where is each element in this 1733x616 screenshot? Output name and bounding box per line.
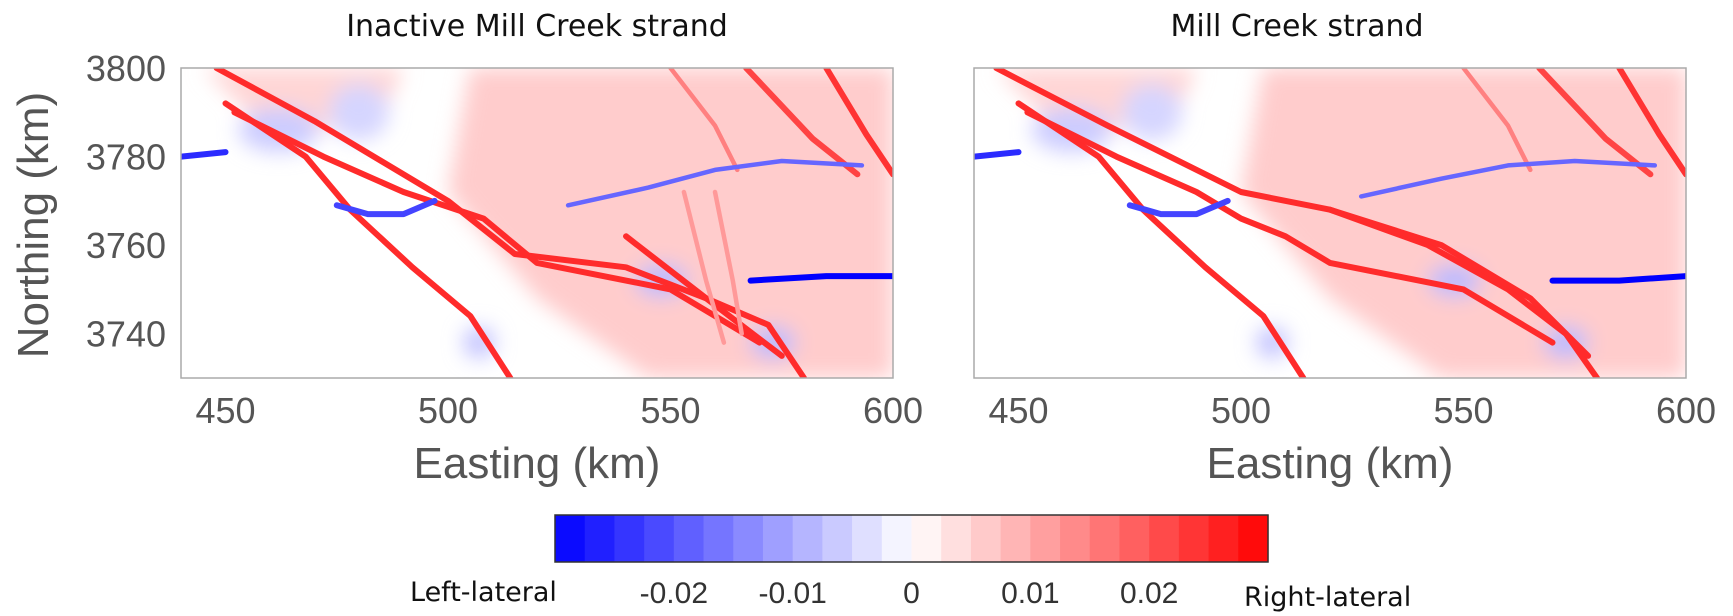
colorbar-tick-label: -0.02: [640, 577, 708, 610]
background-wash-negative: [238, 108, 319, 152]
x-tick-label: 600: [1656, 390, 1716, 431]
fault-trace-9: [1126, 197, 1231, 218]
colorbar-tick-label: 0.01: [1001, 577, 1059, 610]
y-tick-labels: 3800 3780 3760 3740: [86, 48, 166, 355]
fault-trace-7: [1461, 68, 1533, 173]
fault-traces: [181, 68, 893, 378]
colorbar-tick-label: 0.02: [1120, 577, 1178, 610]
colorbar-cell: [1119, 515, 1150, 562]
fault-trace-8: [681, 189, 727, 345]
y-axis-label: Northing (km): [9, 92, 58, 359]
colorbar-frame: [554, 514, 1269, 563]
x-tick-label: 550: [640, 390, 700, 431]
background-wash-positive: [448, 68, 893, 378]
x-tick-label: 500: [418, 390, 478, 431]
fault-traces: [974, 68, 1686, 378]
y-tick-label: 3800: [86, 48, 166, 89]
colorbar-cell: [1000, 515, 1031, 562]
x-tick-labels: 450 500 550 600: [195, 390, 923, 431]
colorbar-cell: [733, 515, 764, 562]
fault-trace-7: [668, 68, 740, 173]
panel-title-inactive: Inactive Mill Creek strand: [346, 9, 728, 44]
fault-trace-11: [333, 197, 438, 218]
colorbar-cell: [555, 515, 586, 562]
colorbar-tick-labels: -0.02 -0.01 0 0.01 0.02: [640, 577, 1179, 610]
x-tick-label: 550: [1433, 390, 1493, 431]
background-wash-negative: [463, 326, 496, 359]
plot-frame: [180, 67, 894, 379]
heatmap-area-inactive: [181, 68, 893, 378]
fault-trace-4: [1327, 206, 1592, 359]
colorbar-cell: [822, 515, 853, 562]
plot-frame: [973, 67, 1687, 379]
colorbar-cell: [584, 515, 616, 562]
fault-trace-13: [747, 273, 893, 284]
fault-trace-10: [181, 149, 229, 160]
heatmap-area-active: [974, 68, 1686, 378]
y-tick-label: 3740: [86, 314, 166, 355]
x-tick-labels: 450 500 550 600: [988, 390, 1716, 431]
colorbar-left-label: Left-lateral: [410, 577, 557, 608]
fault-trace-1: [213, 68, 807, 378]
colorbar-cell: [614, 515, 645, 562]
colorbar-cell: [1089, 515, 1121, 562]
colorbar-cell: [911, 515, 942, 562]
colorbar-cell: [1030, 515, 1061, 562]
colorbar-tick-label: -0.01: [758, 577, 826, 610]
panel-title-active: Mill Creek strand: [1170, 9, 1423, 44]
colorbar-cell: [792, 515, 823, 562]
colorbar-cell: [941, 515, 972, 562]
colorbar-cell: [1178, 515, 1210, 562]
background-wash-negative: [1256, 326, 1289, 359]
fault-trace-8: [974, 149, 1022, 160]
colorbar-cell: [703, 515, 734, 562]
colorbar-cell: [881, 515, 913, 562]
panel-active: Mill Creek strand 450 500 550 600 Easting (…: [973, 9, 1716, 488]
x-tick-label: 450: [195, 390, 255, 431]
fault-trace-4: [623, 233, 785, 359]
colorbar-cell: [1238, 515, 1269, 562]
colorbar-cells: [555, 515, 1269, 562]
colorbar-cell: [852, 515, 883, 562]
fault-trace-5: [823, 68, 893, 178]
x-axis-label: Easting (km): [1207, 439, 1454, 488]
x-tick-label: 450: [988, 390, 1048, 431]
colorbar-cell: [1060, 515, 1091, 562]
x-tick-label: 600: [863, 390, 923, 431]
y-tick-label: 3780: [86, 137, 166, 178]
colorbar-cell: [762, 515, 794, 562]
fault-trace-3: [1024, 109, 1556, 346]
background-wash-negative: [1122, 84, 1182, 141]
background-wash-negative: [329, 84, 389, 141]
y-tick-label: 3760: [86, 225, 166, 266]
colorbar-cell: [1208, 515, 1239, 562]
slip-background-field: [996, 68, 1686, 378]
fault-trace-12: [565, 158, 865, 208]
colorbar-tick-label: 0: [903, 577, 920, 610]
fault-trace-3: [231, 109, 763, 346]
colorbar: -0.02 -0.01 0 0.01 0.02 Left-lateral Right-l…: [410, 514, 1411, 613]
colorbar-right-label: Right-lateral: [1244, 582, 1411, 613]
x-tick-label: 500: [1211, 390, 1271, 431]
fault-trace-2: [1015, 100, 1307, 378]
colorbar-cell: [673, 515, 705, 562]
fault-trace-11: [1549, 273, 1686, 284]
colorbar-cell: [644, 515, 675, 562]
background-wash-positive: [1241, 68, 1686, 378]
colorbar-cell: [1149, 515, 1180, 562]
fault-trace-5: [1616, 68, 1686, 178]
fault-trace-10: [1358, 158, 1658, 199]
fault-trace-2: [222, 100, 514, 378]
x-axis-label: Easting (km): [414, 439, 661, 488]
panel-inactive: Inactive Mill Creek strand 450 500 550 600 …: [9, 9, 923, 488]
colorbar-cell: [970, 515, 1002, 562]
fault-trace-9: [712, 189, 744, 336]
